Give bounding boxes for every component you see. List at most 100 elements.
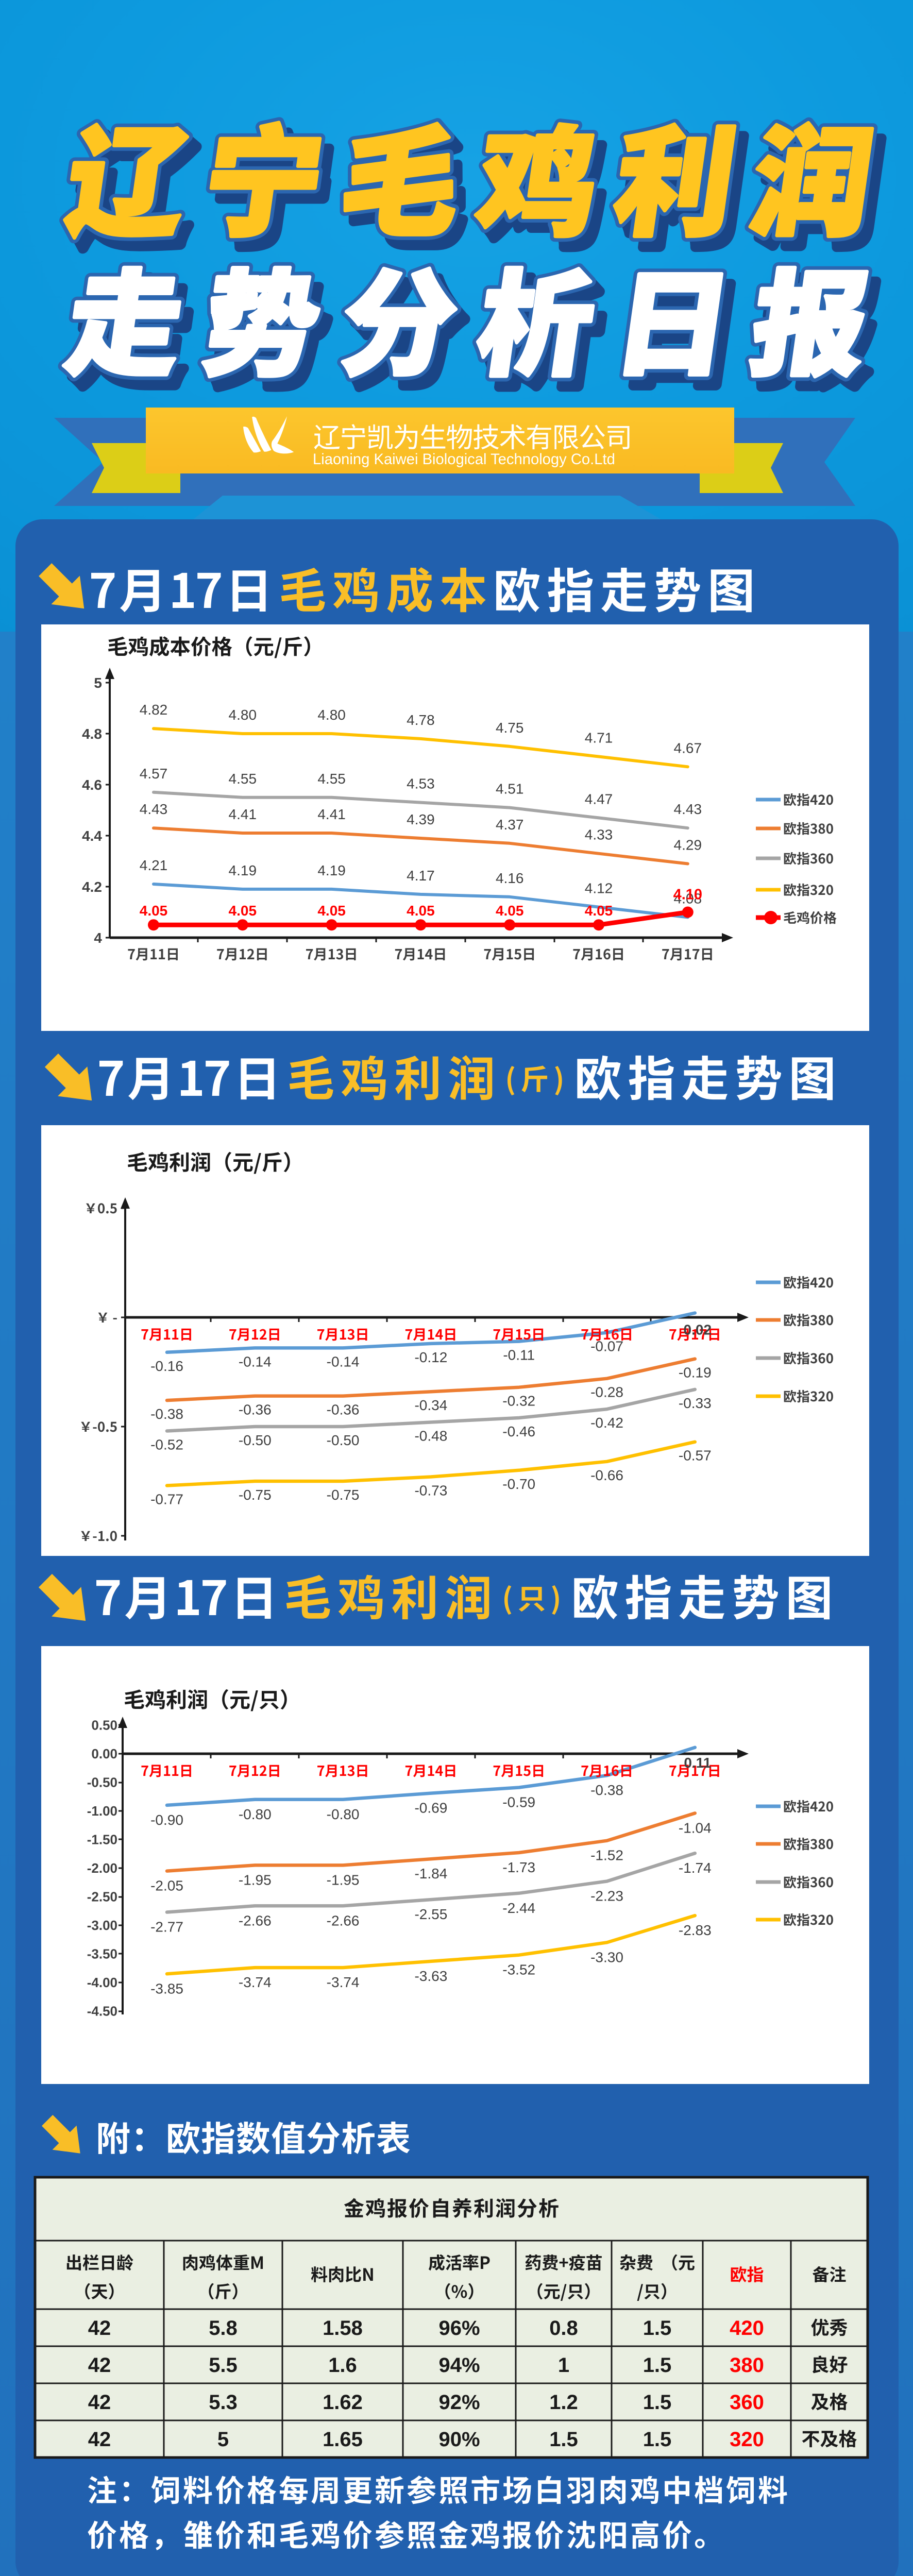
svg-text:1.5: 1.5 bbox=[643, 2428, 672, 2451]
svg-text:-0.14: -0.14 bbox=[239, 1353, 272, 1369]
svg-text:-0.28: -0.28 bbox=[590, 1384, 623, 1400]
svg-text:-0.50: -0.50 bbox=[327, 1432, 360, 1448]
svg-text:4.05: 4.05 bbox=[140, 903, 168, 919]
svg-text:4.47: 4.47 bbox=[585, 791, 613, 807]
svg-text:4.2: 4.2 bbox=[82, 879, 102, 895]
svg-text:-1.00: -1.00 bbox=[87, 1803, 117, 1819]
svg-text:-0.33: -0.33 bbox=[679, 1395, 712, 1411]
svg-text:1.2: 1.2 bbox=[549, 2391, 578, 2414]
svg-text:4.05: 4.05 bbox=[585, 903, 613, 919]
svg-text:-0.36: -0.36 bbox=[327, 1402, 360, 1418]
svg-text:4.21: 4.21 bbox=[140, 857, 168, 873]
svg-text:-4.00: -4.00 bbox=[87, 1975, 117, 1990]
svg-text:42: 42 bbox=[88, 2317, 111, 2340]
svg-text:-2.55: -2.55 bbox=[414, 1906, 447, 1922]
svg-text:4.05: 4.05 bbox=[407, 903, 435, 919]
svg-text:-1.95: -1.95 bbox=[327, 1872, 360, 1888]
svg-text:-0.90: -0.90 bbox=[150, 1812, 183, 1828]
svg-text:-3.74: -3.74 bbox=[239, 1974, 272, 1990]
svg-text:4.55: 4.55 bbox=[229, 771, 257, 787]
svg-text:4.57: 4.57 bbox=[140, 766, 168, 782]
svg-text:1.6: 1.6 bbox=[328, 2354, 357, 2377]
svg-text:-2.83: -2.83 bbox=[679, 1922, 712, 1938]
svg-text:5.8: 5.8 bbox=[209, 2317, 238, 2340]
svg-text:-0.48: -0.48 bbox=[414, 1428, 447, 1444]
svg-text:-0.70: -0.70 bbox=[502, 1476, 535, 1492]
svg-text:4.41: 4.41 bbox=[317, 806, 346, 822]
svg-text:-0.14: -0.14 bbox=[327, 1353, 360, 1369]
svg-text:94%: 94% bbox=[438, 2354, 480, 2377]
svg-text:4.71: 4.71 bbox=[585, 730, 613, 746]
svg-text:-2.44: -2.44 bbox=[502, 1900, 535, 1916]
svg-text:4.19: 4.19 bbox=[229, 862, 257, 878]
svg-text:4.43: 4.43 bbox=[674, 801, 702, 817]
svg-text:-3.00: -3.00 bbox=[87, 1918, 117, 1933]
svg-text:4.08: 4.08 bbox=[674, 890, 702, 906]
svg-text:-0.38: -0.38 bbox=[150, 1406, 183, 1422]
svg-text:4.4: 4.4 bbox=[82, 828, 102, 844]
svg-text:-2.00: -2.00 bbox=[87, 1860, 117, 1876]
svg-text:0.02: 0.02 bbox=[684, 1322, 712, 1338]
svg-text:-0.32: -0.32 bbox=[502, 1393, 535, 1409]
svg-text:42: 42 bbox=[88, 2354, 111, 2377]
svg-text:-1.50: -1.50 bbox=[87, 1832, 117, 1848]
svg-text:4.82: 4.82 bbox=[140, 702, 168, 718]
svg-text:42: 42 bbox=[88, 2428, 111, 2451]
svg-text:4.17: 4.17 bbox=[407, 868, 435, 884]
svg-text:4.05: 4.05 bbox=[317, 903, 346, 919]
svg-text:-2.77: -2.77 bbox=[150, 1919, 183, 1935]
svg-text:420: 420 bbox=[730, 2317, 764, 2340]
svg-text:4.16: 4.16 bbox=[496, 870, 524, 886]
svg-text:5: 5 bbox=[94, 675, 102, 691]
svg-text:4.10: 4.10 bbox=[673, 887, 702, 903]
svg-text:4.05: 4.05 bbox=[496, 903, 524, 919]
svg-text:-0.73: -0.73 bbox=[414, 1483, 447, 1499]
svg-text:-2.50: -2.50 bbox=[87, 1889, 117, 1905]
svg-text:42: 42 bbox=[88, 2391, 111, 2414]
svg-text:-0.38: -0.38 bbox=[590, 1782, 623, 1798]
svg-text:4: 4 bbox=[94, 930, 102, 946]
svg-text:4.55: 4.55 bbox=[317, 771, 346, 787]
svg-text:-2.23: -2.23 bbox=[590, 1888, 623, 1904]
svg-text:-1.74: -1.74 bbox=[679, 1860, 712, 1876]
svg-text:-0.75: -0.75 bbox=[239, 1487, 272, 1503]
svg-text:0.50: 0.50 bbox=[91, 1718, 117, 1733]
svg-text:360: 360 bbox=[730, 2391, 764, 2414]
svg-text:1.65: 1.65 bbox=[323, 2428, 363, 2451]
svg-text:4.8: 4.8 bbox=[82, 726, 102, 742]
svg-text:-3.63: -3.63 bbox=[414, 1968, 447, 1984]
svg-text:1.5: 1.5 bbox=[643, 2391, 672, 2414]
svg-text:-0.59: -0.59 bbox=[502, 1794, 535, 1810]
svg-text:1.5: 1.5 bbox=[643, 2317, 672, 2340]
svg-text:90%: 90% bbox=[438, 2428, 480, 2451]
svg-text:-1.95: -1.95 bbox=[239, 1872, 272, 1888]
svg-text:-4.50: -4.50 bbox=[87, 2004, 117, 2019]
svg-text:320: 320 bbox=[730, 2428, 764, 2451]
svg-text:4.75: 4.75 bbox=[496, 720, 524, 736]
svg-text:-0.50: -0.50 bbox=[239, 1432, 272, 1448]
svg-text:-0.11: -0.11 bbox=[503, 1347, 535, 1363]
svg-text:4.29: 4.29 bbox=[674, 837, 702, 853]
svg-text:-0.77: -0.77 bbox=[150, 1492, 183, 1507]
svg-text:-3.30: -3.30 bbox=[590, 1949, 623, 1965]
svg-text:5: 5 bbox=[217, 2428, 229, 2451]
svg-text:4.41: 4.41 bbox=[229, 806, 257, 822]
svg-text:92%: 92% bbox=[438, 2391, 480, 2414]
svg-text:-0.34: -0.34 bbox=[414, 1397, 447, 1413]
svg-text:5.5: 5.5 bbox=[209, 2354, 238, 2377]
svg-text:380: 380 bbox=[730, 2354, 764, 2377]
svg-text:-0.80: -0.80 bbox=[327, 1806, 360, 1822]
svg-text:-0.36: -0.36 bbox=[239, 1402, 272, 1418]
svg-text:4.39: 4.39 bbox=[407, 811, 435, 827]
svg-text:4.37: 4.37 bbox=[496, 817, 524, 833]
svg-text:-0.69: -0.69 bbox=[414, 1800, 447, 1816]
svg-text:4.51: 4.51 bbox=[496, 781, 524, 797]
svg-text:4.33: 4.33 bbox=[585, 827, 613, 843]
svg-text:4.05: 4.05 bbox=[229, 903, 257, 919]
svg-text:1.5: 1.5 bbox=[549, 2428, 578, 2451]
svg-text:-2.05: -2.05 bbox=[150, 1878, 183, 1894]
svg-text:-1.52: -1.52 bbox=[590, 1848, 623, 1863]
svg-text:-0.07: -0.07 bbox=[590, 1338, 623, 1354]
svg-text:4.12: 4.12 bbox=[585, 880, 613, 896]
svg-text:-0.66: -0.66 bbox=[590, 1467, 623, 1483]
